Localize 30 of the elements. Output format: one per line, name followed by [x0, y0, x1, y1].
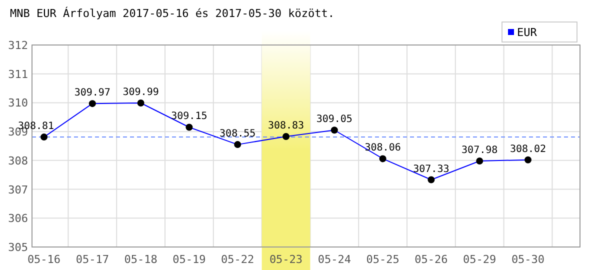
data-label: 309.05 — [316, 114, 352, 126]
x-tick-label: 05-24 — [318, 253, 352, 266]
x-tick-label: 05-30 — [511, 253, 545, 266]
x-tick-label: 05-17 — [76, 253, 109, 266]
data-label: 308.02 — [510, 144, 546, 155]
data-label: 307.33 — [413, 164, 450, 175]
x-tick-label: 05-26 — [414, 253, 448, 266]
x-tick-label: 05-16 — [27, 253, 61, 266]
data-label: 308.55 — [220, 128, 256, 140]
y-tick-label: 311 — [8, 68, 28, 81]
x-tick-label: 05-29 — [463, 253, 496, 266]
y-tick-label: 310 — [8, 96, 28, 110]
x-tick-label: 05-18 — [124, 253, 158, 266]
data-label: 309.99 — [122, 87, 159, 98]
x-tick-label: 05-19 — [172, 253, 206, 266]
y-tick-label: 308 — [8, 154, 28, 168]
x-tick-label: 05-25 — [366, 253, 400, 266]
x-tick-label: 05-23 — [269, 253, 303, 266]
chart-title: MNB EUR Árfolyam 2017-05-16 és 2017-05-30 között. — [10, 6, 335, 20]
y-tick-label: 305 — [8, 241, 28, 254]
y-tick-label: 312 — [8, 39, 28, 52]
data-label: 307.98 — [462, 145, 498, 156]
x-tick-label: 05-22 — [221, 253, 254, 266]
data-label: 309.97 — [74, 88, 110, 99]
data-label: 308.83 — [268, 120, 304, 132]
data-label: 309.15 — [171, 111, 208, 122]
legend-label: EUR — [517, 26, 538, 39]
data-label: 308.06 — [364, 142, 401, 154]
y-tick-label: 306 — [8, 212, 28, 226]
y-tick-label: 307 — [8, 183, 28, 196]
